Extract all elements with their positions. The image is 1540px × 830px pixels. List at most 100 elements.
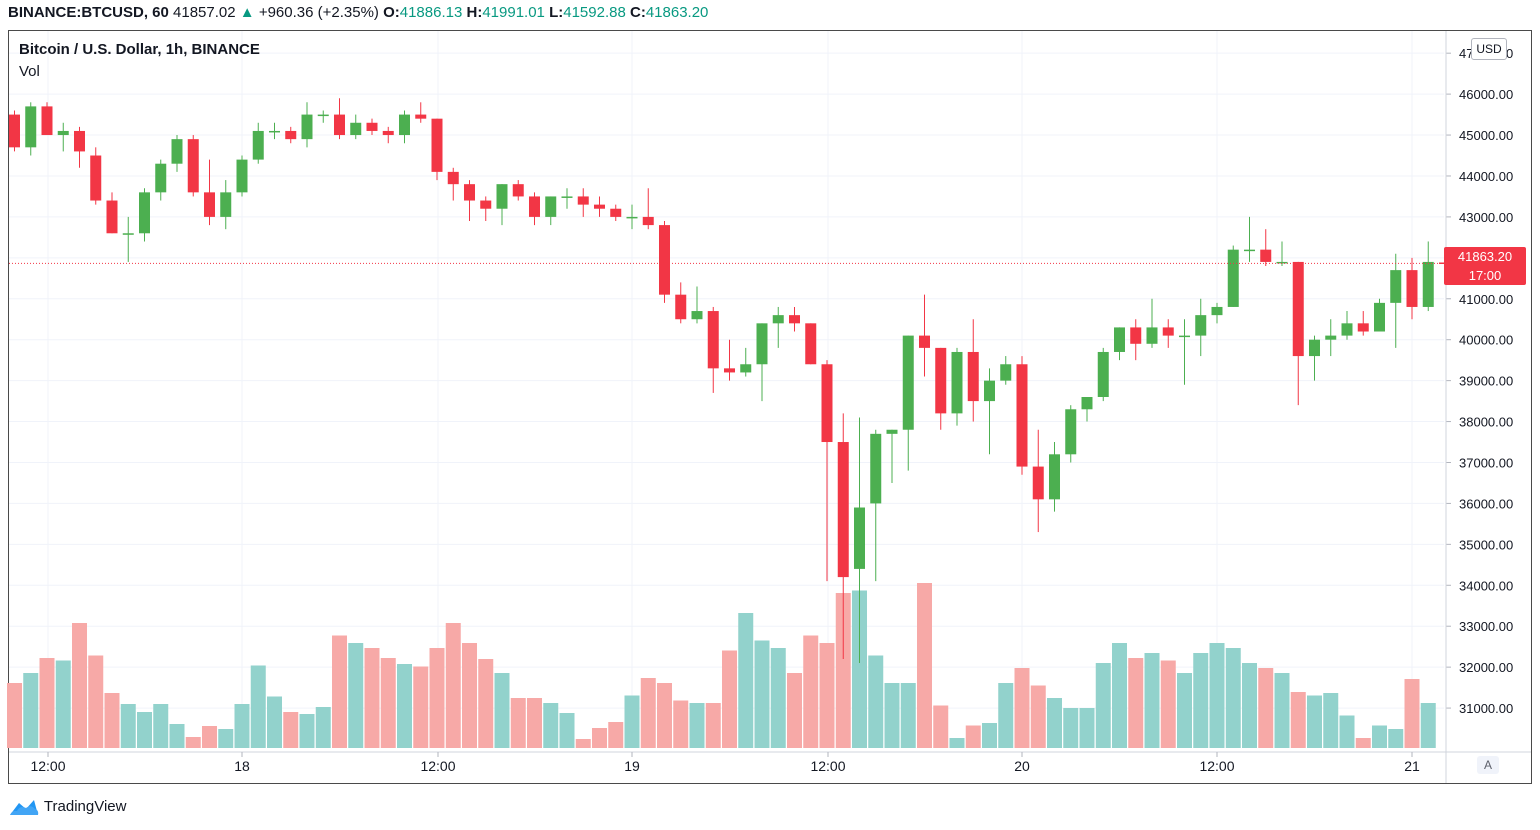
volume-bar	[185, 737, 201, 748]
volume-bar	[787, 673, 802, 748]
candle	[1422, 241, 1434, 312]
candles	[9, 98, 1450, 664]
tradingview-brand[interactable]: TradingView	[8, 795, 126, 819]
candle-body	[1276, 261, 1288, 264]
candle-body	[675, 294, 687, 320]
volume-bar	[949, 738, 965, 748]
volume-bar	[510, 698, 526, 748]
volume-bar	[1193, 653, 1209, 748]
y-tick-label: 36000.00	[1459, 496, 1513, 511]
candle-body	[789, 315, 800, 324]
volume-bar	[657, 683, 672, 748]
y-tick-label: 44000.00	[1459, 169, 1513, 184]
candle	[1179, 319, 1190, 385]
time-axis[interactable]: 12:00 18 12:00 19 12:00 20 12:00 21	[9, 751, 1531, 774]
volume-bar	[7, 683, 22, 748]
currency-button[interactable]: USD	[1471, 38, 1507, 60]
candle-body	[187, 139, 199, 193]
candle	[1292, 261, 1304, 406]
candle-body	[334, 114, 345, 136]
y-tick-label: 33000.00	[1459, 619, 1513, 634]
chart-title[interactable]: Bitcoin / U.S. Dollar, 1h, BINANCE	[19, 41, 260, 58]
candle	[285, 126, 297, 144]
volume-bar	[592, 728, 607, 748]
candle	[1049, 442, 1060, 512]
volume-legend[interactable]: Vol	[19, 63, 40, 80]
candle-body	[57, 130, 69, 136]
candle-body	[1065, 409, 1077, 455]
volume-bar	[819, 643, 835, 748]
candle-body	[512, 184, 524, 197]
volume-bars	[7, 583, 1436, 748]
candle-body	[301, 114, 313, 140]
candle	[529, 192, 540, 226]
candle	[1227, 245, 1239, 307]
volume-bar	[884, 683, 900, 748]
volume-bar	[413, 666, 429, 748]
candle	[659, 221, 670, 303]
symbol-name[interactable]: BINANCE:BTCUSD, 60	[8, 4, 169, 21]
candle	[236, 155, 248, 197]
volume-bar	[624, 695, 640, 748]
candle-body	[1260, 249, 1272, 262]
volume-bar	[1209, 643, 1225, 748]
candle	[984, 368, 995, 455]
candle-body	[935, 347, 947, 414]
auto-scale-button[interactable]: A	[1477, 756, 1499, 774]
volume-bar	[397, 664, 412, 748]
candle-body	[90, 155, 102, 201]
candle	[269, 122, 280, 140]
candle-body	[1390, 270, 1402, 303]
volume-bar	[803, 635, 819, 748]
candle	[220, 180, 232, 230]
candle	[1000, 356, 1012, 385]
tradingview-cloud-icon	[10, 800, 39, 816]
volume-bar	[23, 673, 39, 748]
candle	[919, 294, 930, 377]
y-tick-label: 37000.00	[1459, 455, 1513, 470]
candle	[1260, 229, 1272, 267]
candle-body	[74, 130, 85, 152]
volume-bar	[55, 660, 71, 748]
volume-bar	[1420, 703, 1436, 748]
candle	[642, 188, 654, 230]
candle	[902, 335, 914, 471]
volume-bar	[234, 704, 250, 748]
candle	[561, 188, 573, 209]
candle	[1081, 397, 1093, 422]
volume-bar	[153, 704, 169, 748]
y-tick-label: 39000.00	[1459, 374, 1513, 389]
volume-bar	[1177, 673, 1192, 748]
volume-bar	[1258, 668, 1274, 748]
candle-body	[1032, 466, 1044, 500]
volume-bar	[1079, 708, 1095, 748]
candle	[886, 429, 898, 483]
volume-bar	[429, 648, 445, 748]
candle	[935, 347, 947, 430]
volume-bar	[202, 726, 217, 748]
candle-body	[854, 507, 865, 569]
candle	[317, 110, 329, 123]
candle-body	[106, 200, 118, 234]
candle	[837, 413, 849, 659]
candle	[1211, 302, 1223, 324]
x-tick-label: 18	[234, 758, 250, 774]
chart-frame[interactable]	[8, 30, 1532, 784]
candle	[1374, 298, 1385, 332]
last-price-badge-value: 41863.20	[1457, 249, 1513, 264]
volume-bar	[705, 703, 721, 748]
volume-bar	[608, 722, 624, 748]
candle	[41, 102, 53, 136]
volume-bar	[494, 673, 510, 748]
candle-body	[837, 442, 849, 578]
candle-body	[25, 106, 37, 148]
candle	[951, 347, 963, 426]
price-axis[interactable]: 31000.00 32000.00 33000.00 34000.00 35000.00…	[1445, 31, 1513, 783]
candle-body	[350, 122, 362, 136]
y-tick-label: 32000.00	[1459, 660, 1513, 675]
candle	[854, 417, 865, 664]
candle	[106, 192, 118, 234]
candle	[155, 159, 167, 201]
volume-bar	[1307, 695, 1322, 748]
